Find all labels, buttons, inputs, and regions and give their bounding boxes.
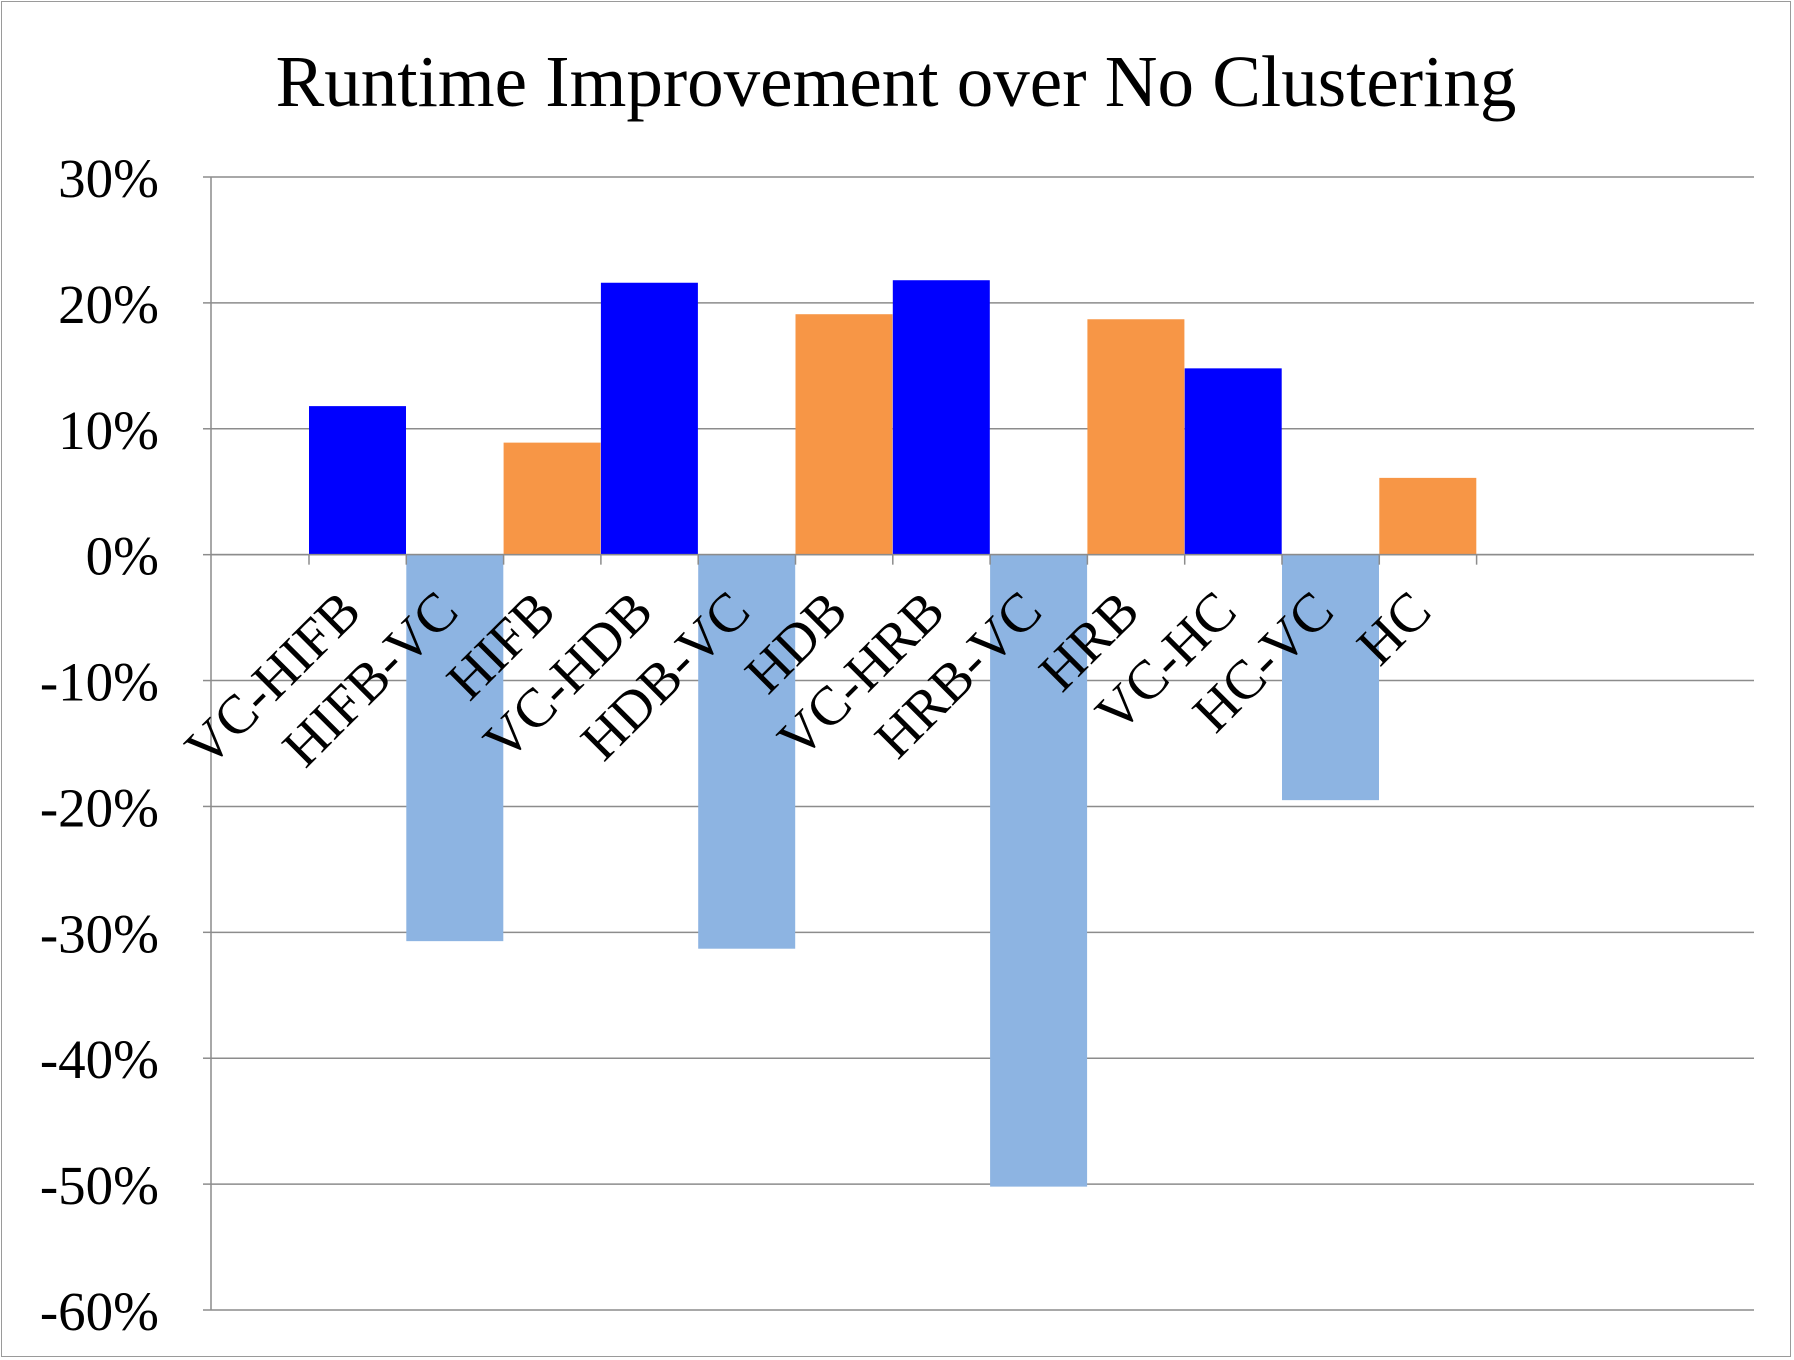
bar-hdb-vc [698,554,796,949]
y-tick-label: 10% [58,400,159,461]
bar-hc [1379,477,1477,555]
y-tick-label: -20% [40,777,159,838]
y-tick-label: -10% [40,652,159,713]
y-tick-label: 30% [58,148,159,209]
bar-vc-hrb [892,280,990,555]
bar-hifb-vc [406,554,504,942]
y-axis-tick-labels: 30% 20% 10% 0% -10% -20% -30% -40% -50% -60% [40,148,159,1342]
axes [210,177,1754,1310]
y-tick-label: -40% [40,1029,159,1090]
y-tick-label: 20% [58,274,159,335]
y-tick-label: 0% [86,526,159,587]
x-axis-category-labels: VC-HIFBHIFB-VCHIFBVC-HDBHDB-VCHDBVC-HRBH… [173,579,1442,778]
y-tick-label: -60% [40,1281,159,1342]
bar-hdb [795,314,893,555]
y-tick-label: -30% [40,903,159,964]
bar-hrb-vc [990,554,1088,1187]
bar-hc-vc [1282,554,1379,801]
bars [309,280,1477,1187]
bar-vc-hdb [600,282,698,555]
bar-vc-hifb [309,406,406,555]
chart-title: Runtime Improvement over No Clustering [276,41,1517,122]
bar-hifb [503,442,601,555]
bar-hrb [1087,319,1185,555]
y-tick-label: -50% [40,1155,159,1216]
bar-vc-hc [1184,368,1282,555]
